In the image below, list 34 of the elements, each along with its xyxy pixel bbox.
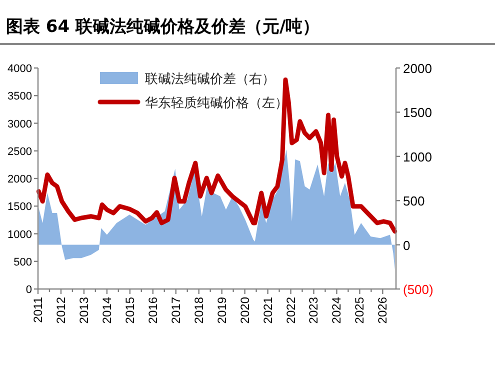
y-tick-label: 3000 — [8, 118, 32, 130]
y-tick-label: 2500 — [8, 146, 32, 158]
x-tick-label: 2011 — [31, 296, 45, 323]
x-tick-label: 2013 — [76, 296, 91, 324]
y-tick-label: 0 — [26, 284, 32, 296]
y2-tick-label: 1500 — [403, 105, 432, 120]
x-tick-label: 2022 — [284, 296, 298, 324]
y-tick-label: 500 — [14, 256, 32, 268]
x-tick-label: 2026 — [376, 296, 390, 324]
y-tick-label: 1000 — [8, 228, 32, 241]
x-tick-label: 2018 — [192, 296, 206, 324]
x-tick-label: 2024 — [330, 296, 344, 324]
x-tick-label: 2025 — [352, 296, 367, 324]
x-tick-label: 2020 — [238, 296, 252, 324]
x-tick-label: 2016 — [146, 296, 160, 324]
y-tick-label: 4000 — [8, 63, 32, 75]
y-tick-label: 1500 — [8, 201, 32, 214]
x-tick-label: 2019 — [214, 296, 229, 324]
y-tick-label: 3500 — [8, 90, 32, 103]
y2-tick-label: 1000 — [403, 149, 432, 164]
x-tick-label: 2017 — [168, 296, 183, 324]
legend-label: 联碱法纯碱价差（右） — [145, 72, 275, 87]
y2-tick-label: 0 — [403, 238, 410, 253]
x-tick-label: 2023 — [306, 296, 321, 324]
y2-tick-label: 500 — [403, 194, 425, 209]
x-tick-label: 2015 — [122, 296, 137, 324]
y-tick-label: 2000 — [8, 174, 32, 186]
chart-title: 图表 64 联碱法纯碱价格及价差（元/吨） — [6, 17, 320, 37]
x-tick-label: 2014 — [100, 296, 114, 324]
x-tick-label: 2012 — [54, 296, 68, 324]
x-tick-label: 2021 — [260, 296, 275, 324]
y2-tick-label: (500) — [403, 282, 434, 297]
legend-label: 华东轻质纯碱价格（左） — [145, 96, 288, 111]
y2-tick-label: 2000 — [403, 61, 432, 76]
